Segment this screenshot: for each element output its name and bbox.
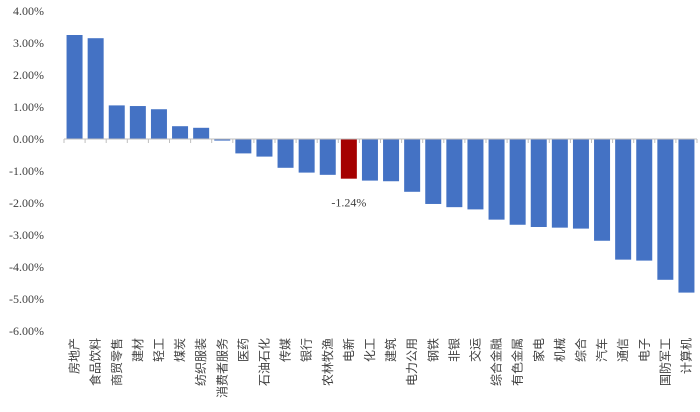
bar	[87, 38, 104, 140]
x-category-label: 交运	[467, 338, 482, 362]
y-tick-label: 2.00%	[13, 68, 44, 82]
x-axis-tick-marks	[63, 139, 698, 143]
x-category-label: 建材	[131, 338, 145, 362]
bar	[129, 106, 146, 139]
x-category-label: 医药	[236, 338, 250, 362]
x-category-label: 国防军工	[657, 338, 672, 386]
bar	[235, 139, 252, 154]
x-category-label: 机械	[552, 338, 567, 362]
bar	[594, 139, 611, 241]
y-axis-ticks: 4.00% 3.00% 2.00% 1.00% 0.00% -1.00% -2.00% -3.…	[9, 4, 44, 338]
bar	[256, 139, 273, 157]
y-tick-label: -5.00%	[9, 292, 44, 306]
bar	[298, 139, 315, 173]
x-category-label: 农林牧渔	[321, 338, 335, 386]
bar	[340, 139, 357, 179]
bar	[551, 139, 568, 228]
x-axis-labels: 房地产 食品饮料 商贸零售 建材 轻工 煤炭 纺织服装 消费者服务 医药 石油石化 传媒 银行 农林牧渔…	[67, 338, 694, 398]
bar	[150, 109, 167, 139]
bar	[361, 139, 378, 181]
bar	[509, 139, 526, 225]
bar	[615, 139, 632, 260]
bar	[66, 35, 83, 139]
y-tick-label: -2.00%	[9, 196, 44, 210]
bar	[319, 139, 336, 175]
highlight-annotation: -1.24%	[331, 196, 366, 210]
bar	[193, 127, 210, 139]
bar	[678, 139, 695, 293]
x-category-label: 电力公用	[405, 338, 419, 386]
bar	[277, 139, 294, 168]
x-category-label: 电新	[341, 338, 356, 362]
bar	[214, 139, 231, 141]
bar	[636, 139, 653, 261]
x-category-label: 传媒	[278, 338, 293, 362]
x-category-label: 通信	[616, 338, 630, 362]
bars	[66, 35, 695, 293]
bar	[530, 139, 547, 227]
x-category-label: 汽车	[594, 338, 609, 362]
y-tick-label: -1.00%	[9, 164, 44, 178]
x-category-label: 商贸零售	[109, 338, 124, 386]
x-category-label: 建筑	[383, 338, 398, 362]
x-category-label: 房地产	[67, 338, 82, 374]
x-category-label: 煤炭	[173, 338, 187, 362]
bar	[383, 139, 400, 182]
y-tick-label: 3.00%	[13, 36, 44, 50]
y-tick-label: -4.00%	[9, 260, 44, 274]
bar	[467, 139, 484, 210]
bar	[446, 139, 463, 208]
y-tick-label: 4.00%	[13, 4, 44, 18]
x-category-label: 轻工	[152, 338, 166, 362]
bar	[404, 139, 421, 192]
x-category-label: 有色金属	[510, 338, 525, 386]
x-category-label: 钢铁	[426, 338, 440, 362]
x-category-label: 计算机	[678, 338, 693, 374]
bar	[572, 139, 589, 229]
x-category-label: 银行	[300, 338, 314, 362]
y-tick-label: 1.00%	[13, 100, 44, 114]
x-category-label: 化工	[363, 338, 377, 362]
bar	[657, 139, 674, 280]
bar	[172, 126, 189, 139]
x-category-label: 综合	[573, 338, 588, 362]
x-category-label: 消费者服务	[214, 338, 229, 398]
y-tick-label: -6.00%	[9, 324, 44, 338]
x-category-label: 食品饮料	[88, 338, 103, 386]
x-category-label: 非银	[447, 338, 461, 362]
bar	[108, 105, 125, 139]
y-tick-label: -3.00%	[9, 228, 44, 242]
x-category-label: 石油石化	[257, 338, 271, 386]
x-category-label: 家电	[531, 338, 546, 362]
x-category-label: 纺织服装	[194, 338, 208, 386]
y-tick-label: 0.00%	[13, 132, 44, 146]
bar	[425, 139, 442, 204]
bar	[488, 139, 505, 220]
x-category-label: 综合金融	[489, 338, 504, 386]
x-category-label: 电子	[637, 338, 651, 362]
